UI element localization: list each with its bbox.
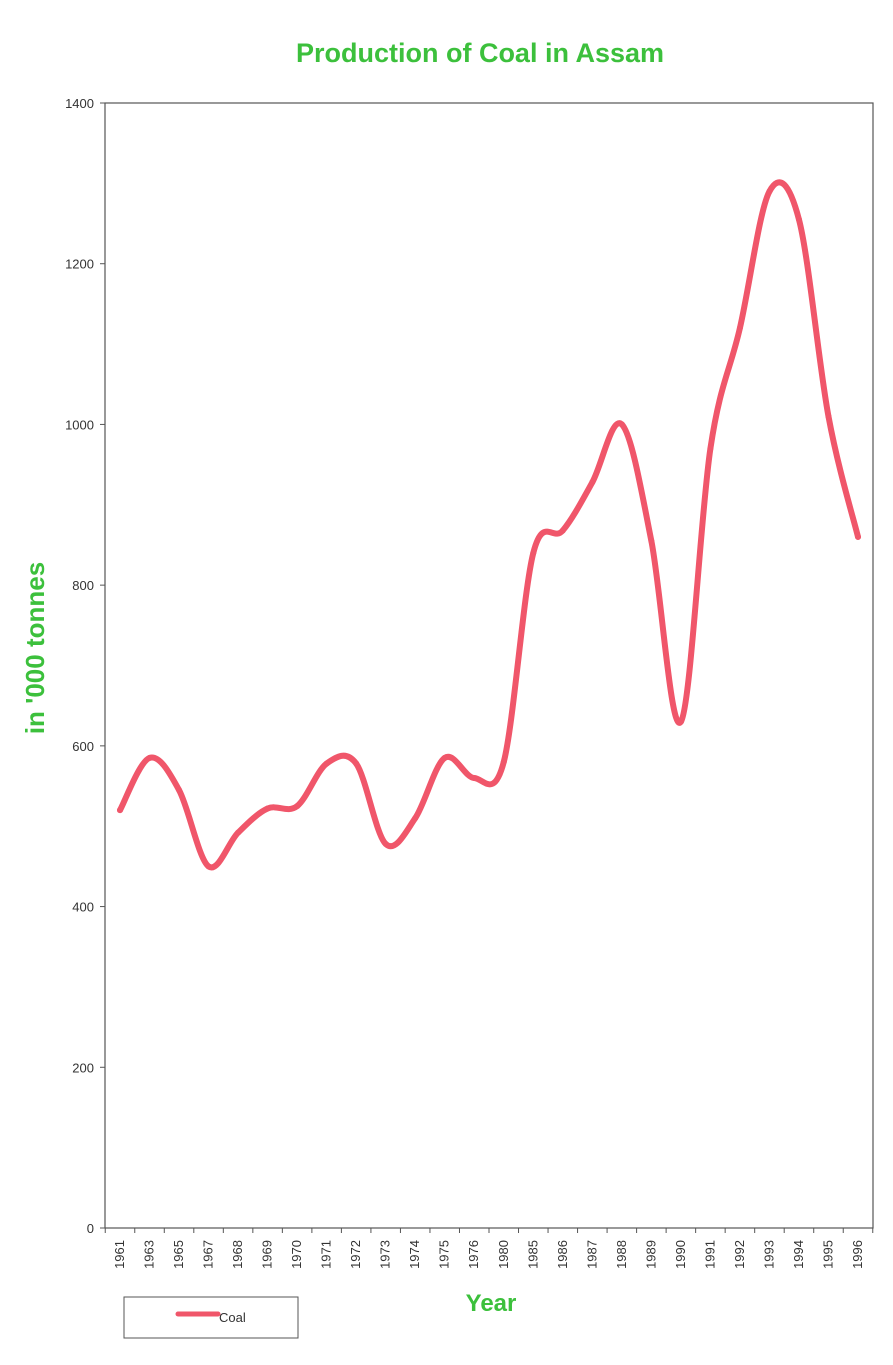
data-point (736, 325, 743, 331)
data-point (530, 550, 537, 556)
x-tick-label: 1980 (496, 1240, 511, 1269)
x-tick-label: 1975 (437, 1240, 452, 1269)
data-point (117, 807, 123, 814)
x-tick-label: 1967 (201, 1240, 216, 1269)
data-point (855, 533, 861, 540)
data-point (795, 216, 802, 223)
data-point (559, 527, 566, 534)
x-tick-label: 1985 (525, 1240, 540, 1269)
x-axis-ticks: 1961 1963 1965 1967 1968 1969 1970 1971 1972 1973… (104, 1228, 874, 1269)
x-tick-label: 1988 (614, 1240, 629, 1269)
data-point (412, 815, 419, 822)
y-tick-label: 600 (72, 739, 94, 754)
y-tick-label: 1000 (65, 417, 94, 432)
data-point (471, 775, 478, 781)
legend-box (123, 1296, 299, 1339)
x-tick-label: 1986 (555, 1240, 570, 1269)
data-point (500, 758, 507, 765)
y-tick-label: 400 (72, 900, 94, 915)
x-tick-label: 1991 (702, 1240, 717, 1269)
data-point (323, 760, 330, 767)
data-point (677, 718, 684, 725)
x-tick-label: 1987 (584, 1240, 599, 1269)
x-tick-label: 1974 (407, 1240, 422, 1269)
data-point (766, 188, 773, 195)
x-tick-label: 1989 (643, 1240, 658, 1269)
x-tick-label: 1969 (260, 1240, 275, 1269)
data-point (146, 754, 153, 761)
data-point (353, 760, 360, 767)
y-axis-label: in '000 tonnes (20, 562, 50, 734)
y-tick-label: 1200 (65, 257, 94, 272)
x-tick-label: 1972 (348, 1240, 363, 1269)
data-point (205, 863, 212, 870)
x-tick-label: 1996 (850, 1240, 865, 1269)
legend: Coal (123, 1296, 299, 1339)
x-tick-label: 1973 (378, 1240, 393, 1269)
y-tick-label: 0 (87, 1221, 94, 1236)
x-tick-label: 1992 (732, 1240, 747, 1269)
x-tick-label: 1963 (142, 1240, 157, 1269)
chart-title: Production of Coal in Assam (296, 38, 664, 68)
x-tick-label: 1993 (761, 1240, 776, 1269)
y-tick-label: 200 (72, 1060, 94, 1075)
x-tick-label: 1995 (820, 1240, 835, 1269)
data-point (441, 754, 448, 761)
x-tick-label: 1965 (171, 1240, 186, 1269)
y-axis-ticks: 0 200 400 600 800 1000 1200 1400 (65, 96, 105, 1236)
x-axis-label: Year (466, 1290, 517, 1317)
data-point (648, 537, 655, 544)
x-tick-label: 1961 (112, 1240, 127, 1269)
data-point (264, 805, 271, 812)
data-point (235, 829, 242, 836)
data-point (382, 840, 389, 847)
plot-area (104, 102, 874, 1229)
data-point (589, 479, 596, 486)
data-point (176, 787, 183, 794)
x-tick-label: 1971 (319, 1240, 334, 1269)
data-point (294, 803, 301, 810)
x-tick-label: 1970 (289, 1240, 304, 1269)
series-line-coal (117, 179, 861, 871)
x-tick-label: 1976 (466, 1240, 481, 1269)
x-tick-label: 1990 (673, 1240, 688, 1269)
x-tick-label: 1994 (791, 1240, 806, 1269)
data-point (825, 413, 832, 420)
y-tick-label: 1400 (65, 96, 94, 111)
x-tick-label: 1968 (230, 1240, 245, 1269)
data-point (707, 445, 714, 452)
data-point (618, 421, 625, 428)
series-group (117, 179, 861, 871)
y-tick-label: 800 (72, 578, 94, 593)
legend-label-coal: Coal (219, 1310, 246, 1325)
